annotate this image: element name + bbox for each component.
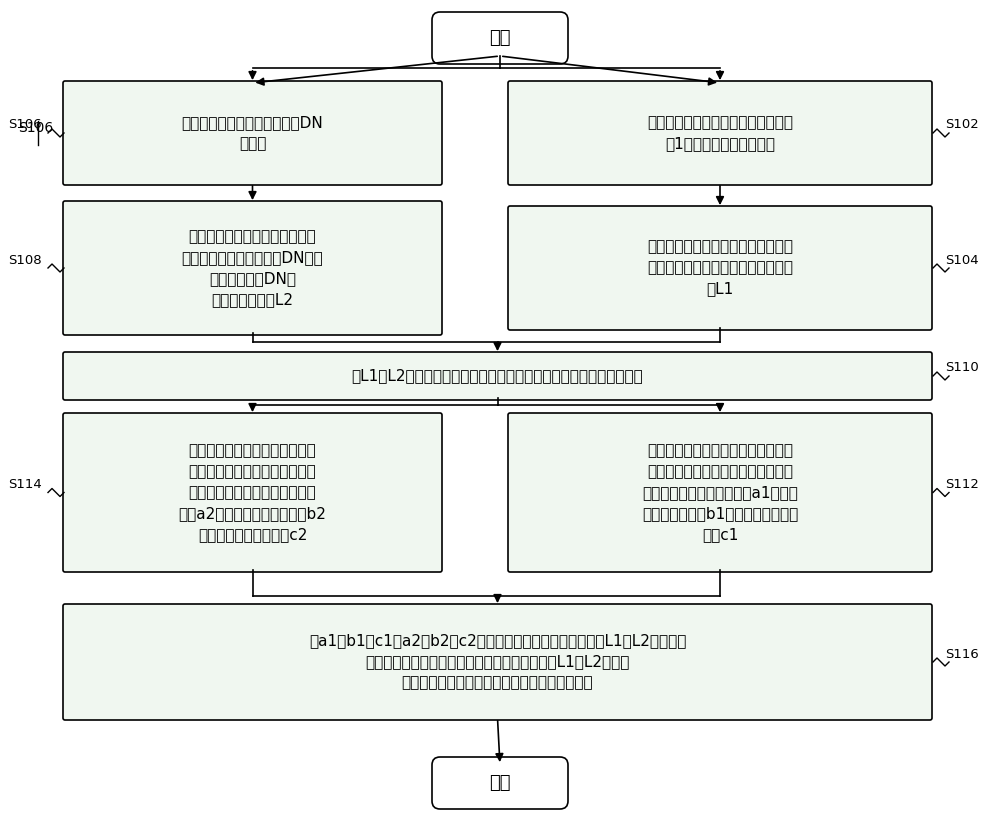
Text: 对第二求导结果分别进行归一化
处理、包络线去除处理和计算光
谱角处理，依次得到第二归一化
结果a2、第二包络线去除结果b2
和第二计算光谱角结果c2: 对第二求导结果分别进行归一化 处理、包络线去除处理和计算光 谱角处理，依次得到第… xyxy=(179,443,326,542)
Text: 获取待反演定标参数的高光谱DN
值图像: 获取待反演定标参数的高光谱DN 值图像 xyxy=(182,115,323,151)
FancyBboxPatch shape xyxy=(432,757,568,809)
Text: 根据发射前实验室测量的传感器的光
谱定标参数计算传感器的入瞳辐射亮
度L1: 根据发射前实验室测量的传感器的光 谱定标参数计算传感器的入瞳辐射亮 度L1 xyxy=(647,240,793,297)
Text: 对第一求导结果分别进行归一化处理
、包络线去除处理和计算光谱角处理
，依次得到第一归一化结果a1、第一
包络线去除结果b1和第一计算光谱角
结果c1: 对第一求导结果分别进行归一化处理 、包络线去除处理和计算光谱角处理 ，依次得到第… xyxy=(642,443,798,542)
Text: S104: S104 xyxy=(945,254,979,266)
FancyBboxPatch shape xyxy=(508,413,932,572)
Text: S106: S106 xyxy=(8,118,42,132)
Text: S108: S108 xyxy=(8,254,42,266)
FancyBboxPatch shape xyxy=(63,81,442,185)
FancyBboxPatch shape xyxy=(63,413,442,572)
Text: 开始: 开始 xyxy=(489,29,511,47)
Text: S114: S114 xyxy=(8,478,42,491)
Text: S110: S110 xyxy=(945,361,979,375)
FancyBboxPatch shape xyxy=(508,81,932,185)
Text: 以a1、b1、c1、a2、b2、c2为基础，采用优化算法迭代对比L1和L2的差别，
迭代过程中优化算法自动调整待反演参数，直到L1和L2的差别
满足预设条件，此: 以a1、b1、c1、a2、b2、c2为基础，采用优化算法迭代对比L1和L2的差别… xyxy=(309,634,686,691)
Text: S106: S106 xyxy=(18,121,53,135)
FancyBboxPatch shape xyxy=(63,604,932,720)
Text: 通过大气辐射传输模型模拟大气层顶
部1纳米分辨率的辐射亮度: 通过大气辐射传输模型模拟大气层顶 部1纳米分辨率的辐射亮度 xyxy=(647,115,793,151)
FancyBboxPatch shape xyxy=(63,352,932,400)
FancyBboxPatch shape xyxy=(432,12,568,64)
Text: S102: S102 xyxy=(945,118,979,132)
FancyBboxPatch shape xyxy=(508,206,932,330)
Text: S112: S112 xyxy=(945,478,979,491)
Text: 结束: 结束 xyxy=(489,774,511,792)
Text: 根据发射前实验室测量的传感器
的辐射定标参数和高光谱DN值图
像计算高光谱DN值
图像的辐射亮度L2: 根据发射前实验室测量的传感器 的辐射定标参数和高光谱DN值图 像计算高光谱DN值… xyxy=(182,229,323,307)
Text: 对L1和L2分别进行导数计算，依次得到第一求导结果和第二求导结果: 对L1和L2分别进行导数计算，依次得到第一求导结果和第二求导结果 xyxy=(352,369,643,384)
FancyBboxPatch shape xyxy=(63,201,442,335)
Text: S116: S116 xyxy=(945,648,979,660)
